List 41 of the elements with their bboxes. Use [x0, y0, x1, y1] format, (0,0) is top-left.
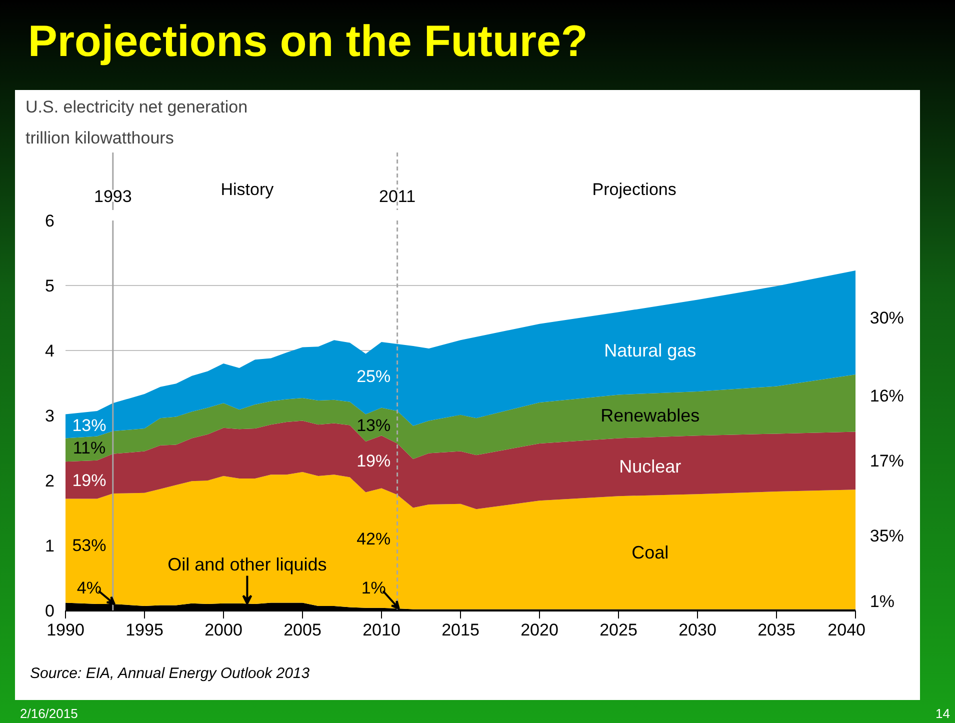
ref-line-label: 2011: [379, 186, 416, 206]
text: 14: [936, 705, 950, 723]
text: 16%: [870, 386, 904, 406]
y-tick-label: 6: [45, 212, 55, 230]
chart-title: Projections on the Future?: [28, 16, 588, 68]
x-tick-label: 2030: [678, 620, 716, 640]
x-tick-label: 2035: [758, 620, 796, 640]
x-tick-label: 1990: [46, 620, 84, 640]
x-tick-label: 2010: [362, 620, 400, 640]
text: 35%: [870, 526, 904, 546]
annotation: 13%: [356, 416, 391, 435]
ref-line-label: 1993: [94, 186, 132, 206]
annotation: 13%: [72, 416, 106, 435]
annotation: 11%: [72, 438, 106, 458]
x-tick-label: 2000: [204, 620, 242, 640]
y-tick-label: 1: [45, 536, 55, 556]
y-tick-label: 3: [45, 406, 55, 426]
y-tick-label: 5: [45, 276, 55, 296]
series-label: Renewables: [600, 405, 700, 426]
chart-subtitle: U.S. electricity net generation: [26, 98, 248, 116]
y-tick-label: 2: [45, 472, 55, 490]
x-tick-label: 2025: [600, 620, 638, 640]
x-tick-label: 2040: [828, 620, 866, 640]
x-tick-label: 2005: [284, 620, 322, 640]
x-tick-label: 1995: [126, 620, 164, 640]
annotation: 19%: [356, 452, 391, 470]
annotation: 25%: [356, 367, 391, 386]
text: Projections: [592, 180, 676, 199]
series-label: Nuclear: [619, 456, 682, 476]
text: 17%: [870, 452, 904, 470]
text: 2/16/2015: [20, 705, 78, 723]
y-axis-title: trillion kilowatthours: [26, 128, 174, 148]
x-tick-label: 2020: [520, 620, 558, 640]
text: 30%: [870, 308, 904, 328]
y-tick-label: 0: [45, 602, 55, 620]
y-tick-label: 4: [45, 342, 55, 360]
x-tick-label: 2015: [442, 620, 480, 640]
series-label: Natural gas: [604, 340, 696, 360]
text: History: [220, 180, 274, 199]
source-note: Source: EIA, Annual Energy Outlook 2013: [30, 664, 310, 684]
text: 1%: [870, 592, 894, 611]
